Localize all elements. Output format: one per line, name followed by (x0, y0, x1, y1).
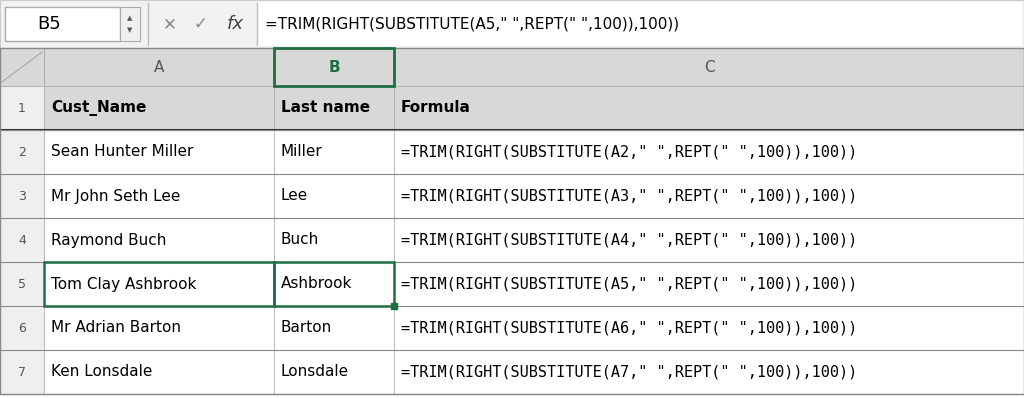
Bar (0, 86, 44, 130)
Text: 6: 6 (18, 322, 26, 334)
Bar (5, 7, 120, 41)
Text: 7: 7 (18, 365, 26, 378)
Text: ▲: ▲ (127, 15, 133, 21)
Bar (274, 48, 394, 86)
Text: Lee: Lee (281, 189, 308, 203)
Text: Raymond Buch: Raymond Buch (51, 232, 166, 248)
Text: =TRIM(RIGHT(SUBSTITUTE(A7," ",REPT(" ",100)),100)): =TRIM(RIGHT(SUBSTITUTE(A7," ",REPT(" ",1… (401, 365, 857, 380)
Text: Tom Clay Ashbrook: Tom Clay Ashbrook (51, 277, 197, 291)
Text: B: B (328, 59, 340, 74)
Bar (0, 218, 44, 262)
Text: Buch: Buch (281, 232, 319, 248)
Bar (0, 48, 44, 86)
Bar (274, 350, 394, 394)
Text: Last name: Last name (281, 101, 370, 115)
Text: Mr Adrian Barton: Mr Adrian Barton (51, 320, 181, 336)
Text: 3: 3 (18, 189, 26, 203)
Bar (274, 218, 394, 262)
Text: =TRIM(RIGHT(SUBSTITUTE(A3," ",REPT(" ",100)),100)): =TRIM(RIGHT(SUBSTITUTE(A3," ",REPT(" ",1… (401, 189, 857, 203)
Text: Cust_Name: Cust_Name (51, 100, 146, 116)
Bar (0, 262, 44, 306)
Bar (0, 350, 44, 394)
Text: B5: B5 (37, 15, 60, 33)
Bar (394, 218, 1024, 262)
Text: Formula: Formula (401, 101, 471, 115)
Text: Ken Lonsdale: Ken Lonsdale (51, 365, 153, 380)
Bar (394, 86, 1024, 130)
Bar (120, 7, 140, 41)
Text: fx: fx (226, 15, 244, 33)
Bar (274, 306, 394, 350)
Bar (394, 306, 1024, 350)
Text: ✕: ✕ (163, 15, 177, 33)
Text: =TRIM(RIGHT(SUBSTITUTE(A6," ",REPT(" ",100)),100)): =TRIM(RIGHT(SUBSTITUTE(A6," ",REPT(" ",1… (401, 320, 857, 336)
Bar (274, 86, 394, 130)
Bar (0, 306, 44, 350)
Bar (394, 48, 1024, 86)
Text: Miller: Miller (281, 144, 323, 160)
Bar (394, 262, 1024, 306)
Text: Sean Hunter Miller: Sean Hunter Miller (51, 144, 194, 160)
Bar (44, 86, 274, 130)
Bar (0, 0, 1024, 48)
Text: 1: 1 (18, 101, 26, 115)
Text: 2: 2 (18, 146, 26, 158)
Bar (44, 218, 274, 262)
Text: =TRIM(RIGHT(SUBSTITUTE(A5," ",REPT(" ",100)),100)): =TRIM(RIGHT(SUBSTITUTE(A5," ",REPT(" ",1… (265, 16, 679, 31)
Bar (44, 262, 274, 306)
Bar (274, 262, 394, 306)
Bar (394, 350, 1024, 394)
Bar (391, 303, 397, 309)
Bar (258, 2, 1022, 46)
Text: =TRIM(RIGHT(SUBSTITUTE(A5," ",REPT(" ",100)),100)): =TRIM(RIGHT(SUBSTITUTE(A5," ",REPT(" ",1… (401, 277, 857, 291)
Text: 5: 5 (18, 277, 26, 291)
Bar (44, 130, 274, 174)
Bar (44, 262, 274, 306)
Text: Lonsdale: Lonsdale (281, 365, 349, 380)
Text: 4: 4 (18, 234, 26, 246)
Text: Mr John Seth Lee: Mr John Seth Lee (51, 189, 180, 203)
Text: Ashbrook: Ashbrook (281, 277, 352, 291)
Bar (0, 130, 44, 174)
Bar (44, 306, 274, 350)
Text: C: C (703, 59, 715, 74)
Bar (274, 130, 394, 174)
Bar (274, 262, 394, 306)
Bar (0, 48, 1024, 394)
Text: =TRIM(RIGHT(SUBSTITUTE(A4," ",REPT(" ",100)),100)): =TRIM(RIGHT(SUBSTITUTE(A4," ",REPT(" ",1… (401, 232, 857, 248)
Bar (44, 174, 274, 218)
Bar (0, 174, 44, 218)
Bar (44, 48, 274, 86)
Bar (44, 350, 274, 394)
Bar (394, 130, 1024, 174)
Text: Barton: Barton (281, 320, 332, 336)
Text: ▼: ▼ (127, 27, 133, 33)
Bar (394, 174, 1024, 218)
Text: =TRIM(RIGHT(SUBSTITUTE(A2," ",REPT(" ",100)),100)): =TRIM(RIGHT(SUBSTITUTE(A2," ",REPT(" ",1… (401, 144, 857, 160)
Text: A: A (154, 59, 164, 74)
Text: ✓: ✓ (194, 15, 207, 33)
Bar (274, 48, 394, 86)
Bar (274, 174, 394, 218)
